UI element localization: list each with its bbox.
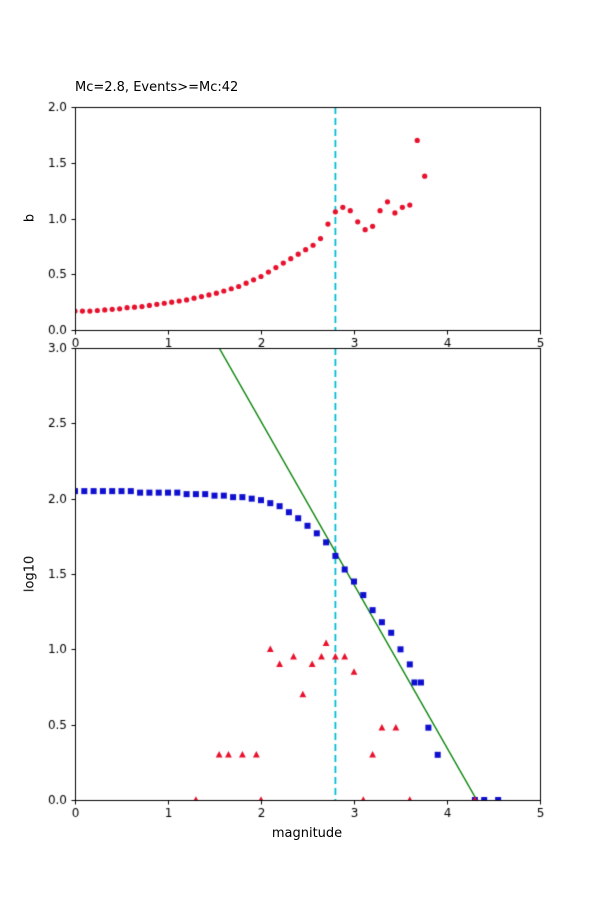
x-axis-label: magnitude [271, 826, 343, 841]
bottom-y-axis-label: log10 [22, 555, 38, 593]
chart-title: Mc=2.8, Events>=Mc:42 [75, 80, 239, 95]
top-y-axis-label: b [22, 213, 38, 223]
